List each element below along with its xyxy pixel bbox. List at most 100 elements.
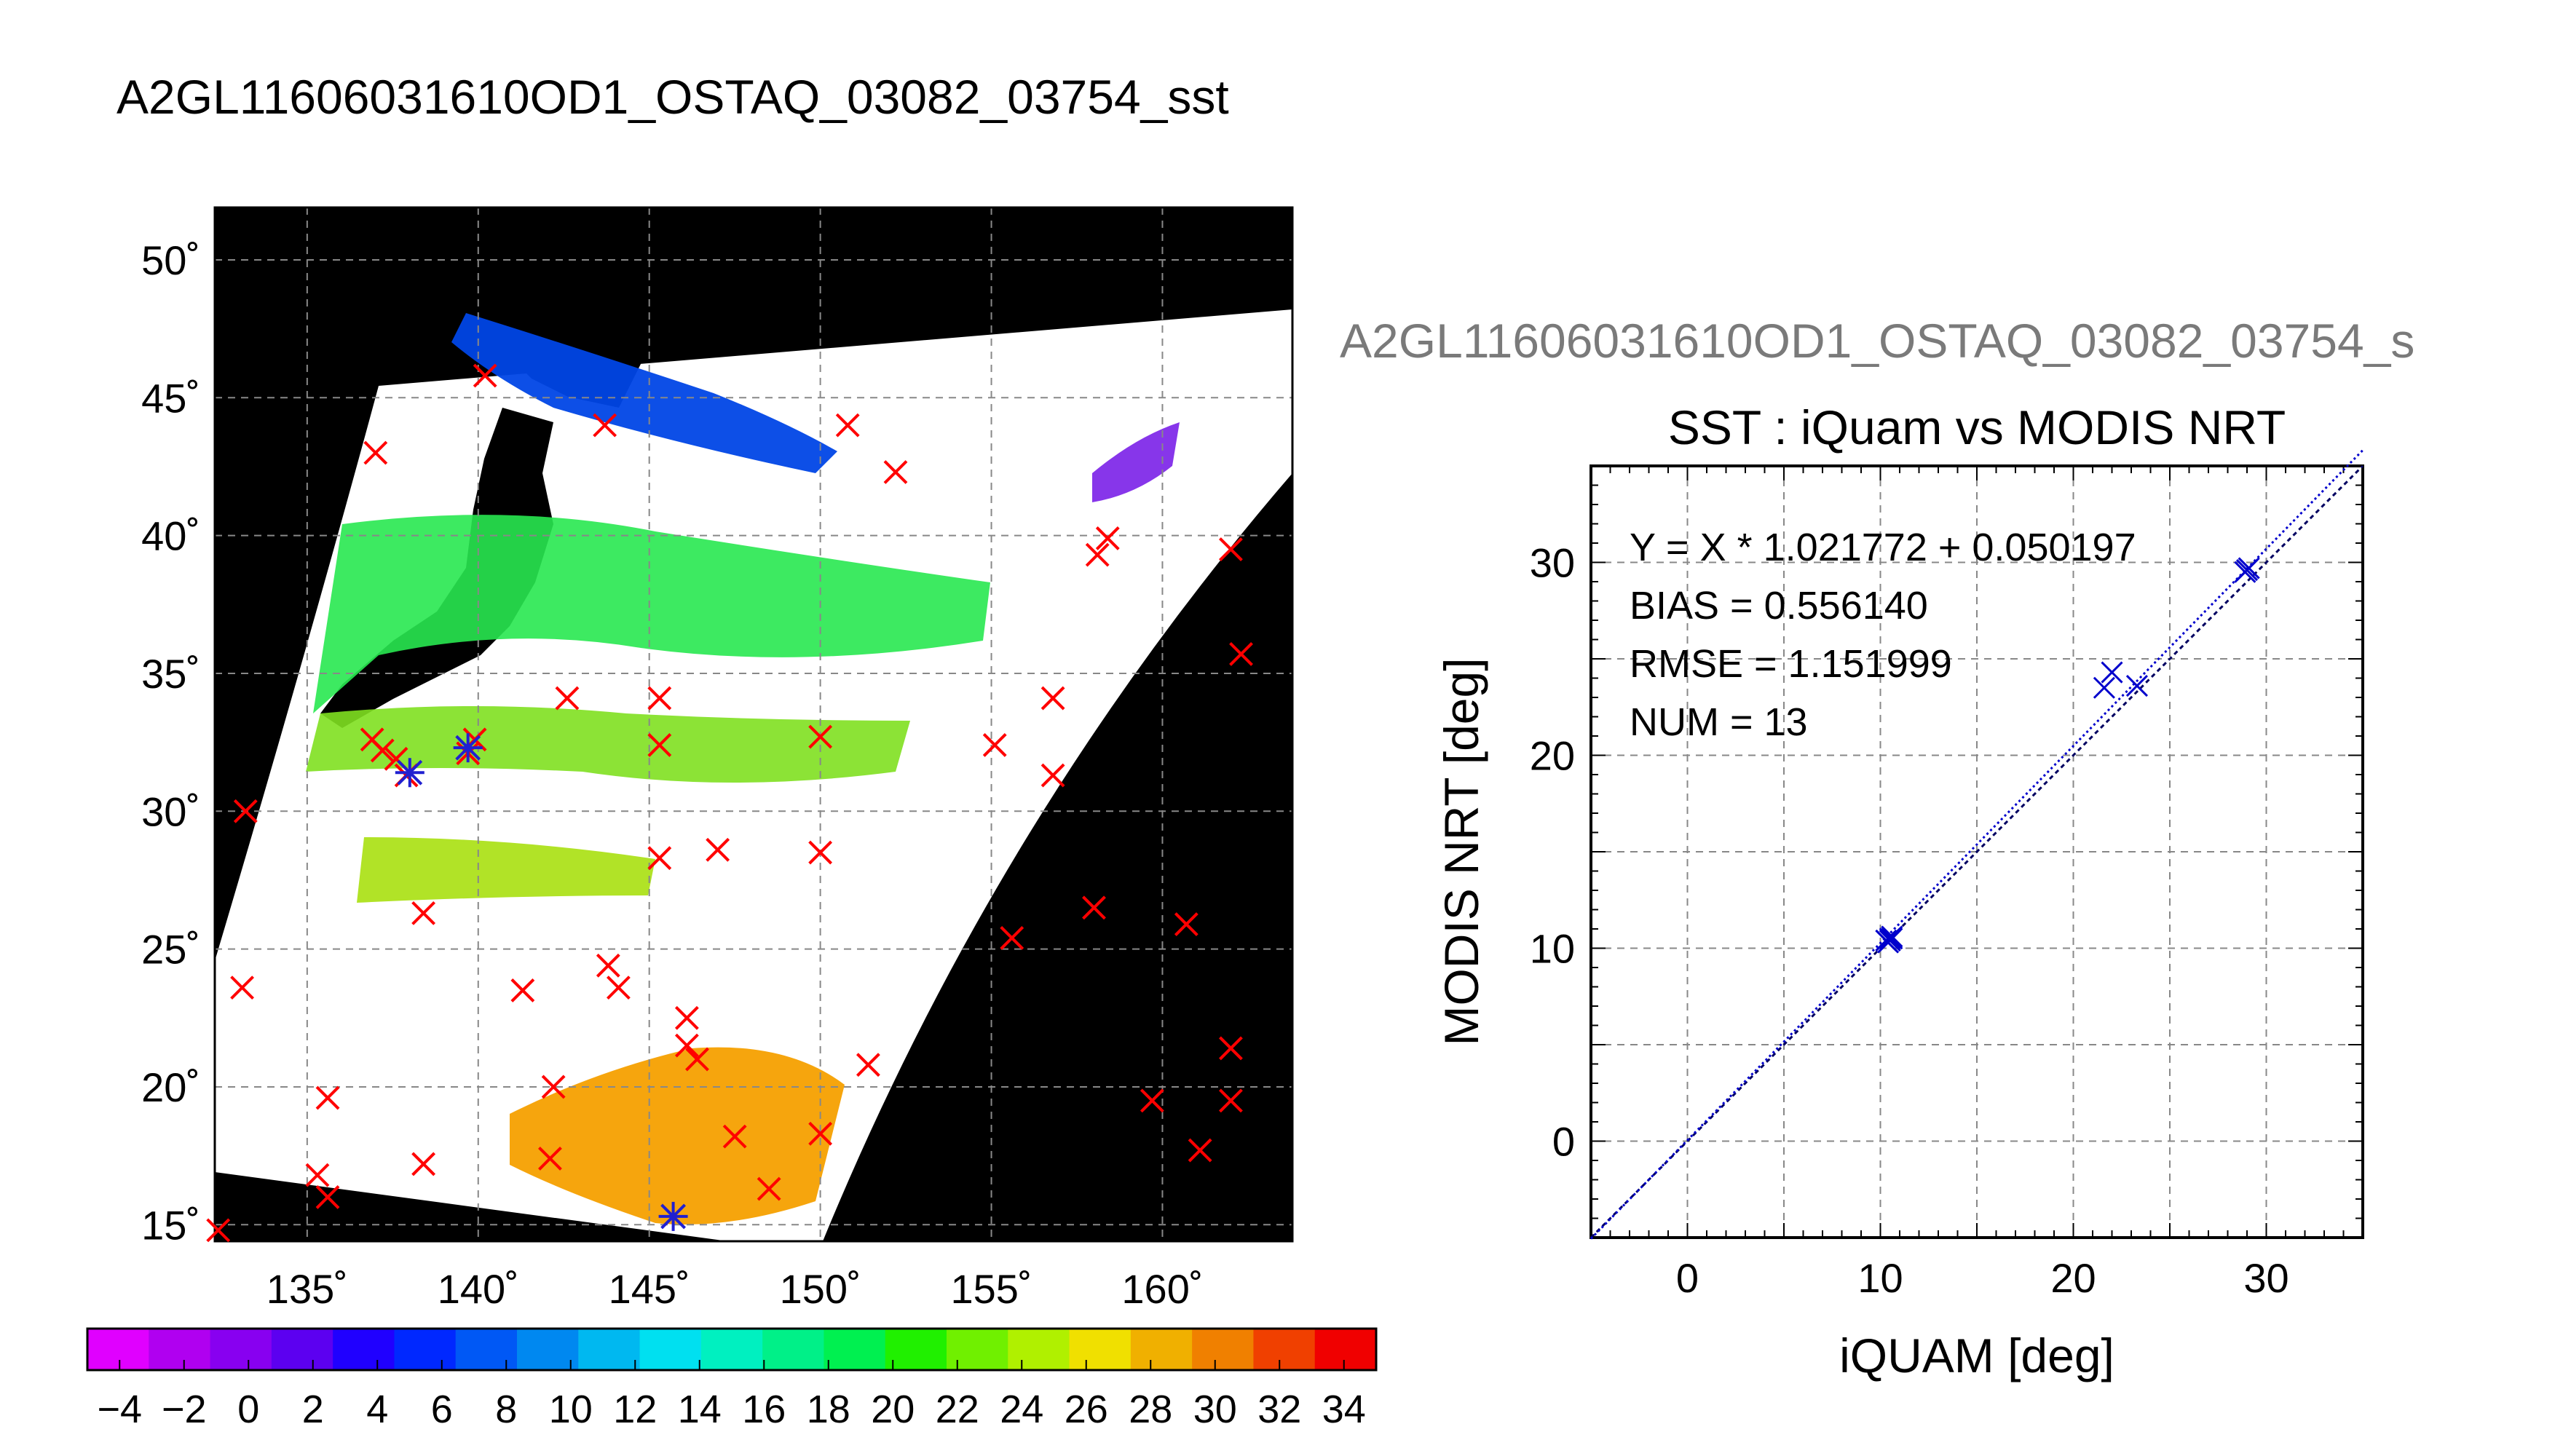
colorbar-segment [578, 1329, 641, 1370]
map-gridlines [213, 206, 1294, 1243]
buoy-marker [606, 976, 631, 1000]
scatter-tick-labels: 0 10 20 30 0 10 20 30 [1530, 540, 2289, 1302]
stat-line-2: BIAS = 0.556140 [1630, 584, 1928, 628]
colorbar-segment [824, 1329, 886, 1370]
colorbar-tick-label: 2 [302, 1388, 324, 1431]
buoy-marker [722, 1124, 747, 1149]
land-sakhalin [513, 207, 553, 248]
colorbar-segment [271, 1329, 334, 1370]
y-tick-label: 10 [1530, 926, 1575, 972]
colorbar-segment [149, 1329, 211, 1370]
matchup-marker [658, 1201, 688, 1231]
sst-band-lime [357, 837, 655, 903]
colorbar-tick-label: 24 [1000, 1388, 1043, 1431]
colorbar-tick-label: 26 [1065, 1388, 1108, 1431]
scatter-points [1875, 557, 2260, 954]
buoy-marker [674, 1005, 699, 1030]
colorbar-tick-label: −2 [162, 1388, 207, 1431]
buoy-marker [305, 1163, 330, 1187]
buoy-marker [856, 1053, 880, 1077]
colorbar-segment [762, 1329, 825, 1370]
buoy-marker [808, 724, 833, 749]
colorbar-segment [210, 1329, 272, 1370]
colorbar-tick-label: 0 [237, 1388, 259, 1431]
matchup-marker [395, 758, 424, 788]
buoy-marker [206, 1218, 231, 1243]
colorbar-tick-label: 32 [1257, 1388, 1301, 1431]
colorbar-segment [700, 1329, 764, 1370]
lon-tick-label: 150˚ [780, 1266, 861, 1312]
lat-tick-label: 45˚ [141, 375, 200, 421]
buoy-marker [808, 840, 833, 865]
buoy-marker [411, 1152, 436, 1176]
buoy-marker [808, 1121, 833, 1146]
colorbar-tick-label: 6 [431, 1388, 453, 1431]
map-tick-labels: 135˚ 140˚ 145˚ 150˚ 155˚ 160˚ 50˚ 45˚ 40˚ 35˚ 30˚ 2… [141, 237, 1203, 1312]
buoy-marker [835, 413, 860, 438]
buoy-marker [674, 1033, 699, 1058]
y-tick-label: 0 [1552, 1119, 1575, 1165]
scatter-point [2238, 557, 2260, 579]
lat-tick-label: 40˚ [141, 513, 200, 559]
colorbar-tick-labels: −4 −2 0 2 4 6 8 10 12 14 16 18 20 22 24 26 28 30 32 34 [97, 1388, 1365, 1431]
fit-line [1590, 449, 2364, 1240]
lon-tick-label: 145˚ [609, 1266, 690, 1312]
buoy-marker [1000, 926, 1024, 950]
lat-tick-label: 25˚ [141, 927, 200, 973]
buoy-marker [233, 799, 258, 823]
lat-tick-label: 50˚ [141, 237, 200, 283]
y-axis-label: MODIS NRT [deg] [1434, 657, 1488, 1045]
y-tick-label: 30 [1530, 540, 1575, 586]
x-axis-label: iQUAM [deg] [1839, 1329, 2114, 1382]
buoy-marker [1219, 1036, 1243, 1061]
buoy-marker [1229, 642, 1253, 666]
colorbar-tick-label: −4 [97, 1388, 142, 1431]
colorbar-segment [947, 1329, 1009, 1370]
colorbar-segment [1130, 1329, 1193, 1370]
colorbar-tick-label: 22 [936, 1388, 979, 1431]
colorbar-segment [1253, 1329, 1316, 1370]
colorbar-tick-label: 8 [495, 1388, 517, 1431]
buoy-marker [315, 1085, 340, 1110]
buoy-marker [1040, 686, 1065, 711]
buoy-marker [982, 732, 1007, 757]
x-tick-label: 0 [1676, 1255, 1699, 1301]
buoy-marker [1095, 526, 1120, 550]
colorbar-segment [333, 1329, 395, 1370]
buoy-marker [647, 846, 672, 871]
scatter-point [2101, 661, 2123, 684]
buoy-marker [883, 460, 908, 484]
buoy-marker [647, 686, 672, 711]
y-tick-label: 20 [1530, 733, 1575, 779]
overlay-title: A2GL11606031610OD1_OSTAQ_03082_03754_s [1340, 314, 2415, 368]
colorbar-tick-label: 20 [871, 1388, 915, 1431]
lon-tick-label: 140˚ [438, 1266, 519, 1312]
buoy-marker [596, 953, 620, 978]
matchup-marker [453, 733, 483, 763]
colorbar-segment [639, 1329, 702, 1370]
buoy-marker [363, 440, 388, 465]
buoy-marker [1082, 895, 1106, 920]
lon-tick-label: 135˚ [266, 1266, 348, 1312]
buoy-marker [473, 363, 497, 388]
colorbar-tick-label: 18 [807, 1388, 850, 1431]
colorbar-segment [1192, 1329, 1255, 1370]
colorbar-tick-label: 34 [1322, 1388, 1366, 1431]
colorbar-tick-label: 14 [678, 1388, 722, 1431]
stat-line-4: NUM = 13 [1630, 700, 1808, 744]
colorbar-segment [1008, 1329, 1070, 1370]
buoy-marker [647, 732, 672, 757]
buoy-marker [1040, 763, 1065, 788]
scatter-point [1881, 927, 1903, 950]
colorbar-tick-label: 30 [1193, 1388, 1237, 1431]
lat-tick-label: 15˚ [141, 1202, 200, 1248]
lat-tick-label: 20˚ [141, 1064, 200, 1110]
sst-colorbar [86, 1327, 1378, 1372]
identity-line [1590, 464, 2364, 1239]
buoy-marker [1174, 912, 1198, 936]
buoy-marker [230, 976, 255, 1000]
buoy-marker [1219, 1088, 1243, 1113]
scatter-point [1881, 925, 1903, 948]
